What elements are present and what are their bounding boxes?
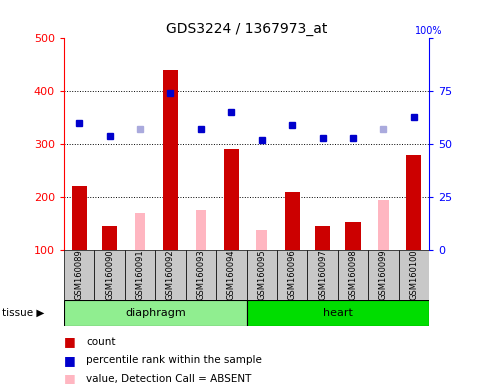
Bar <box>378 200 388 250</box>
Text: GSM160097: GSM160097 <box>318 249 327 300</box>
Text: GSM160093: GSM160093 <box>196 249 206 300</box>
Text: ■: ■ <box>64 372 76 384</box>
Text: GSM160100: GSM160100 <box>409 249 418 300</box>
Bar <box>102 226 117 250</box>
Bar <box>338 250 368 300</box>
Bar <box>246 250 277 300</box>
Bar <box>368 250 398 300</box>
Bar <box>125 250 155 300</box>
Bar <box>155 250 186 300</box>
Bar <box>277 250 307 300</box>
Title: GDS3224 / 1367973_at: GDS3224 / 1367973_at <box>166 22 327 36</box>
Text: GSM160098: GSM160098 <box>349 249 357 300</box>
Text: GSM160096: GSM160096 <box>287 249 297 300</box>
Bar <box>196 210 206 250</box>
Bar <box>307 250 338 300</box>
Bar <box>224 149 239 250</box>
Text: value, Detection Call = ABSENT: value, Detection Call = ABSENT <box>86 374 251 384</box>
Bar <box>95 250 125 300</box>
Text: diaphragm: diaphragm <box>125 308 186 318</box>
Bar <box>345 222 360 250</box>
Bar <box>216 250 246 300</box>
Bar <box>315 226 330 250</box>
Bar <box>163 70 178 250</box>
Text: ■: ■ <box>64 335 76 348</box>
Text: GSM160090: GSM160090 <box>105 249 114 300</box>
Bar <box>64 250 95 300</box>
Bar <box>256 230 267 250</box>
Bar <box>64 300 246 326</box>
Text: heart: heart <box>323 308 352 318</box>
Bar <box>71 186 87 250</box>
Bar <box>398 250 429 300</box>
Text: percentile rank within the sample: percentile rank within the sample <box>86 355 262 365</box>
Text: GSM160089: GSM160089 <box>75 249 84 300</box>
Text: 100%: 100% <box>415 26 443 36</box>
Bar <box>135 213 145 250</box>
Text: GSM160094: GSM160094 <box>227 249 236 300</box>
Text: ■: ■ <box>64 354 76 367</box>
Bar <box>284 192 300 250</box>
Text: GSM160092: GSM160092 <box>166 249 175 300</box>
Text: count: count <box>86 337 116 347</box>
Text: GSM160091: GSM160091 <box>136 249 144 300</box>
Bar <box>406 155 422 250</box>
Text: GSM160099: GSM160099 <box>379 249 388 300</box>
Text: GSM160095: GSM160095 <box>257 249 266 300</box>
Text: tissue ▶: tissue ▶ <box>2 308 45 318</box>
Bar <box>186 250 216 300</box>
Bar <box>246 300 429 326</box>
